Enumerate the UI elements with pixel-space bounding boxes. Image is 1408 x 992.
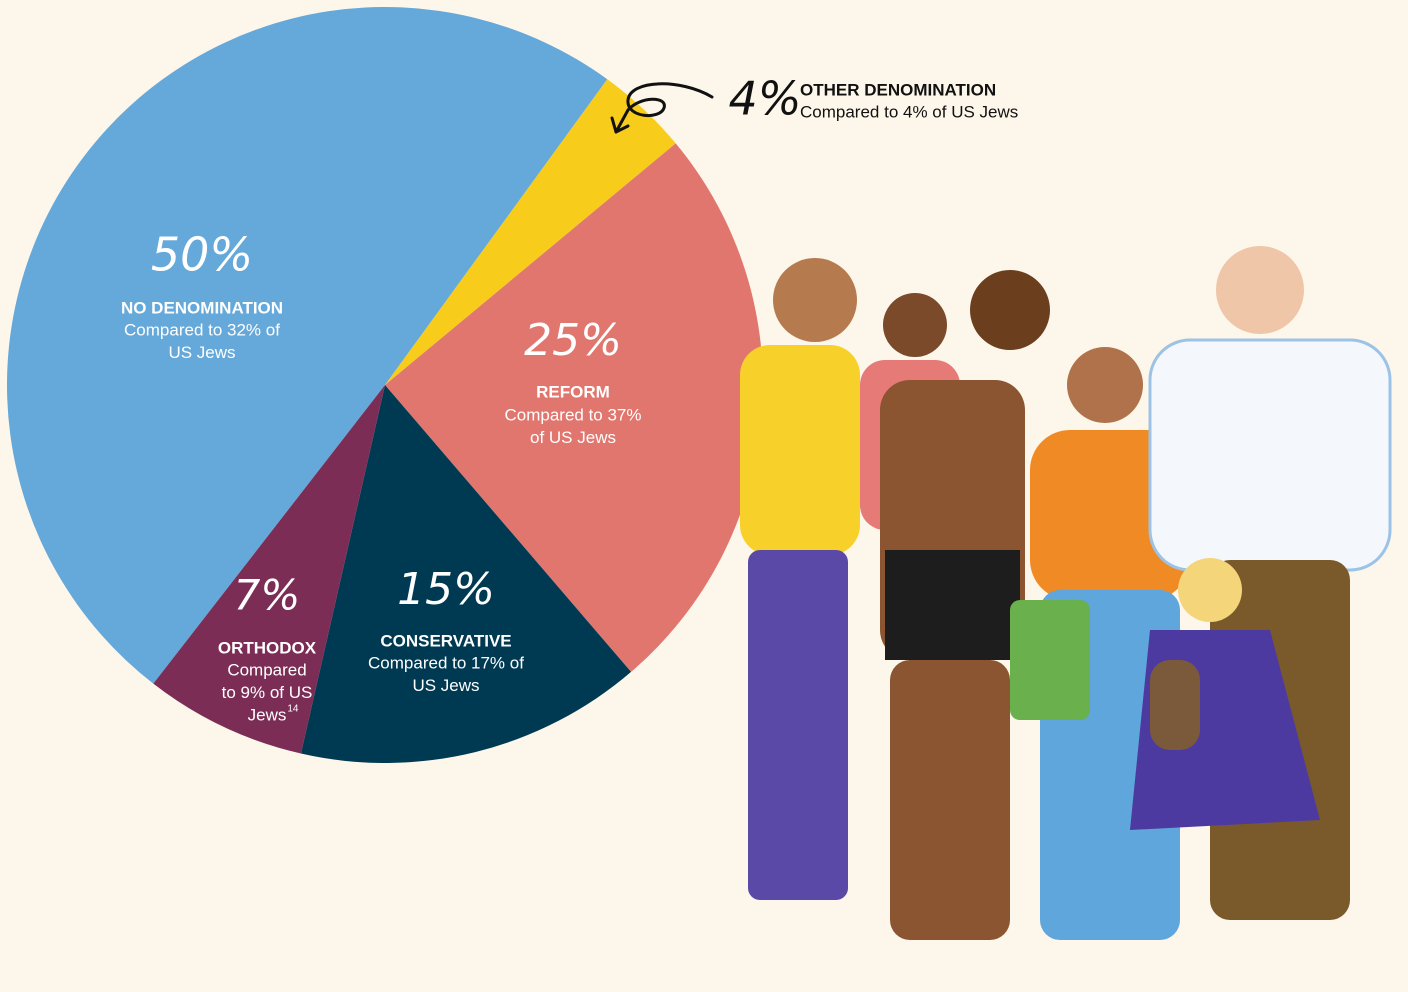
value-label: 25% bbox=[524, 315, 622, 366]
detail-text: Compared to 17% of bbox=[368, 653, 524, 672]
detail-text: Jews bbox=[248, 705, 287, 724]
shorts bbox=[885, 550, 1020, 660]
detail-text: US Jews bbox=[412, 676, 479, 695]
category-label: ORTHODOX bbox=[218, 638, 317, 657]
detail-text: US Jews bbox=[168, 343, 235, 362]
detail-text: Compared to 37% bbox=[504, 405, 641, 424]
head bbox=[970, 270, 1050, 350]
value-label: 15% bbox=[397, 564, 495, 615]
trousers bbox=[748, 550, 848, 900]
bag bbox=[1010, 600, 1090, 720]
head bbox=[883, 293, 947, 357]
value-label: 4% bbox=[729, 72, 802, 126]
shirt bbox=[740, 345, 860, 555]
head bbox=[773, 258, 857, 342]
infographic: 50% NO DENOMINATION Compared to 32% of US J… bbox=[0, 0, 1408, 992]
detail-text: Compared bbox=[227, 660, 306, 679]
shirt bbox=[1150, 340, 1390, 570]
category-label: OTHER DENOMINATION bbox=[800, 80, 996, 99]
value-label: 50% bbox=[151, 228, 253, 282]
head bbox=[1216, 246, 1304, 334]
detail-text: to 9% of US bbox=[222, 683, 313, 702]
head bbox=[1067, 347, 1143, 423]
footnote: 14 bbox=[287, 704, 299, 715]
category-label: NO DENOMINATION bbox=[121, 298, 283, 317]
detail-text: Compared to 4% of US Jews bbox=[800, 102, 1018, 121]
detail-text: of US Jews bbox=[530, 428, 616, 447]
category-label: CONSERVATIVE bbox=[380, 631, 511, 650]
value-label: 7% bbox=[234, 571, 301, 620]
detail-text: Compared to 32% of bbox=[124, 320, 280, 339]
head bbox=[1178, 558, 1242, 622]
legs bbox=[890, 660, 1010, 940]
category-label: REFORM bbox=[536, 382, 610, 401]
teddy-bear bbox=[1150, 660, 1200, 750]
